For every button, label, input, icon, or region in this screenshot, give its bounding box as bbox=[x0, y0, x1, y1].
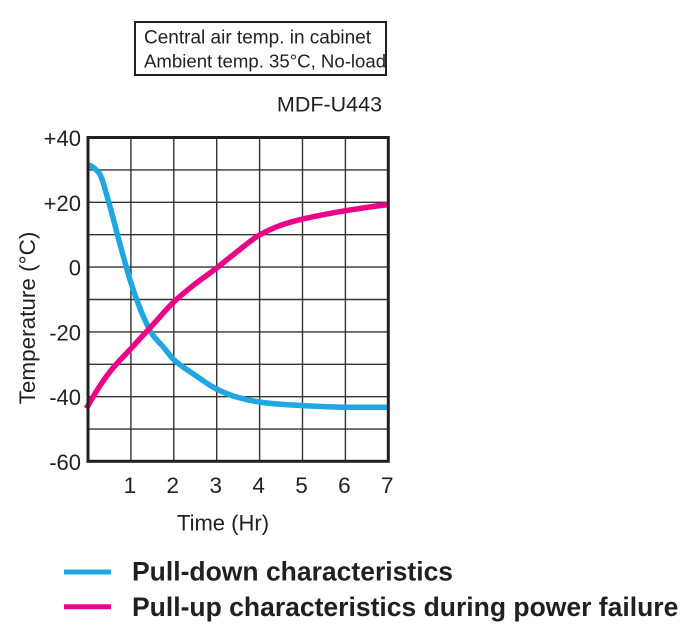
svg-text:2: 2 bbox=[167, 473, 180, 498]
svg-text:+40: +40 bbox=[44, 126, 81, 151]
svg-text:6: 6 bbox=[338, 473, 351, 498]
svg-text:4: 4 bbox=[252, 473, 265, 498]
svg-text:Central air temp. in cabinet: Central air temp. in cabinet bbox=[144, 28, 372, 49]
svg-text:Ambient temp. 35°C, No-load: Ambient temp. 35°C, No-load bbox=[144, 51, 386, 72]
svg-text:-20: -20 bbox=[49, 320, 81, 345]
svg-text:0: 0 bbox=[69, 256, 81, 281]
svg-text:Pull-down characteristics: Pull-down characteristics bbox=[132, 557, 453, 587]
svg-text:-40: -40 bbox=[49, 385, 81, 410]
svg-text:Time (Hr): Time (Hr) bbox=[177, 511, 269, 536]
svg-text:MDF-U443: MDF-U443 bbox=[277, 93, 382, 117]
svg-text:Pull-up characteristics during: Pull-up characteristics during power fai… bbox=[132, 592, 678, 622]
svg-text:7: 7 bbox=[381, 473, 394, 498]
svg-text:Temperature (°C): Temperature (°C) bbox=[15, 232, 40, 405]
svg-text:-60: -60 bbox=[49, 450, 81, 475]
svg-text:3: 3 bbox=[209, 473, 222, 498]
svg-text:+20: +20 bbox=[44, 191, 81, 216]
svg-text:1: 1 bbox=[124, 473, 137, 498]
svg-text:5: 5 bbox=[295, 473, 308, 498]
